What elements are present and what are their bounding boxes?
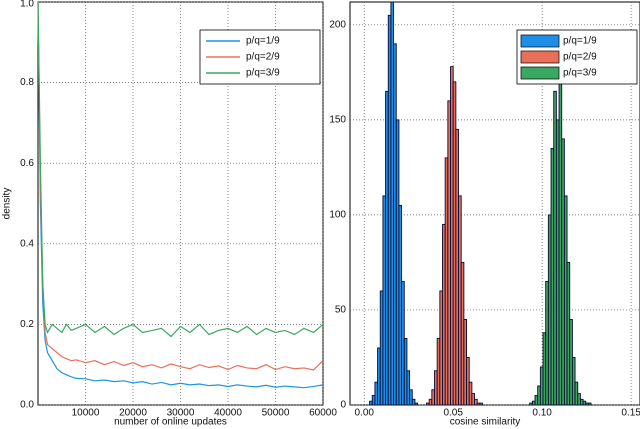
y-tick-label: 150 <box>329 114 346 125</box>
histogram-bar <box>479 402 483 406</box>
y-tick-label: 0.2 <box>20 319 34 330</box>
line-series <box>37 1 324 338</box>
y-tick-label: 1.0 <box>20 0 34 10</box>
x-tick-label: 0.10 <box>532 408 552 419</box>
x-tick-label: 0.05 <box>443 408 463 419</box>
y-tick-label: 50 <box>335 305 347 316</box>
legend-swatch <box>520 50 560 64</box>
legend-label: p/q=2/9 <box>246 52 280 63</box>
x-tick-label: 20000 <box>119 408 147 419</box>
histogram-bar <box>474 398 478 406</box>
histogram-bar <box>587 402 592 406</box>
histogram-bar <box>411 398 416 406</box>
y-tick-label: 0.4 <box>20 238 34 249</box>
x-axis-label: number of online updates <box>114 417 227 428</box>
histogram-bar <box>414 402 419 406</box>
y-tick-label: 0.6 <box>20 158 34 169</box>
legend-swatch <box>520 66 560 80</box>
legend-label: p/q=3/9 <box>246 68 280 79</box>
histogram-bar <box>409 389 413 406</box>
legend-swatch <box>520 34 560 48</box>
x-tick-label: 0.00 <box>354 408 374 419</box>
histogram-bar <box>466 357 470 406</box>
x-tick-label: 40000 <box>214 408 242 419</box>
histogram-bar <box>406 370 411 406</box>
y-tick-label: 0.0 <box>20 400 34 411</box>
x-tick-label: 50000 <box>262 408 290 419</box>
y-tick-label: 200 <box>329 19 346 30</box>
y-tick-label: 0.8 <box>20 77 34 88</box>
x-tick-label: 60000 <box>309 408 337 419</box>
y-axis-label: density <box>2 188 13 220</box>
line-series <box>37 1 324 389</box>
legend-label: p/q=1/9 <box>246 36 280 47</box>
line-series <box>37 1 324 371</box>
legend-label: p/q=3/9 <box>563 68 597 79</box>
x-tick-label: 0.15 <box>621 408 640 419</box>
histogram-bar <box>571 357 576 406</box>
legend-label: p/q=1/9 <box>563 36 597 47</box>
x-axis-label: cosine similarity <box>450 417 521 428</box>
y-tick-label: 100 <box>329 210 346 221</box>
x-tick-label: 30000 <box>167 408 195 419</box>
legend-label: p/q=2/9 <box>563 52 597 63</box>
x-tick-label: 10000 <box>72 408 100 419</box>
y-tick-label: 0 <box>340 400 346 411</box>
